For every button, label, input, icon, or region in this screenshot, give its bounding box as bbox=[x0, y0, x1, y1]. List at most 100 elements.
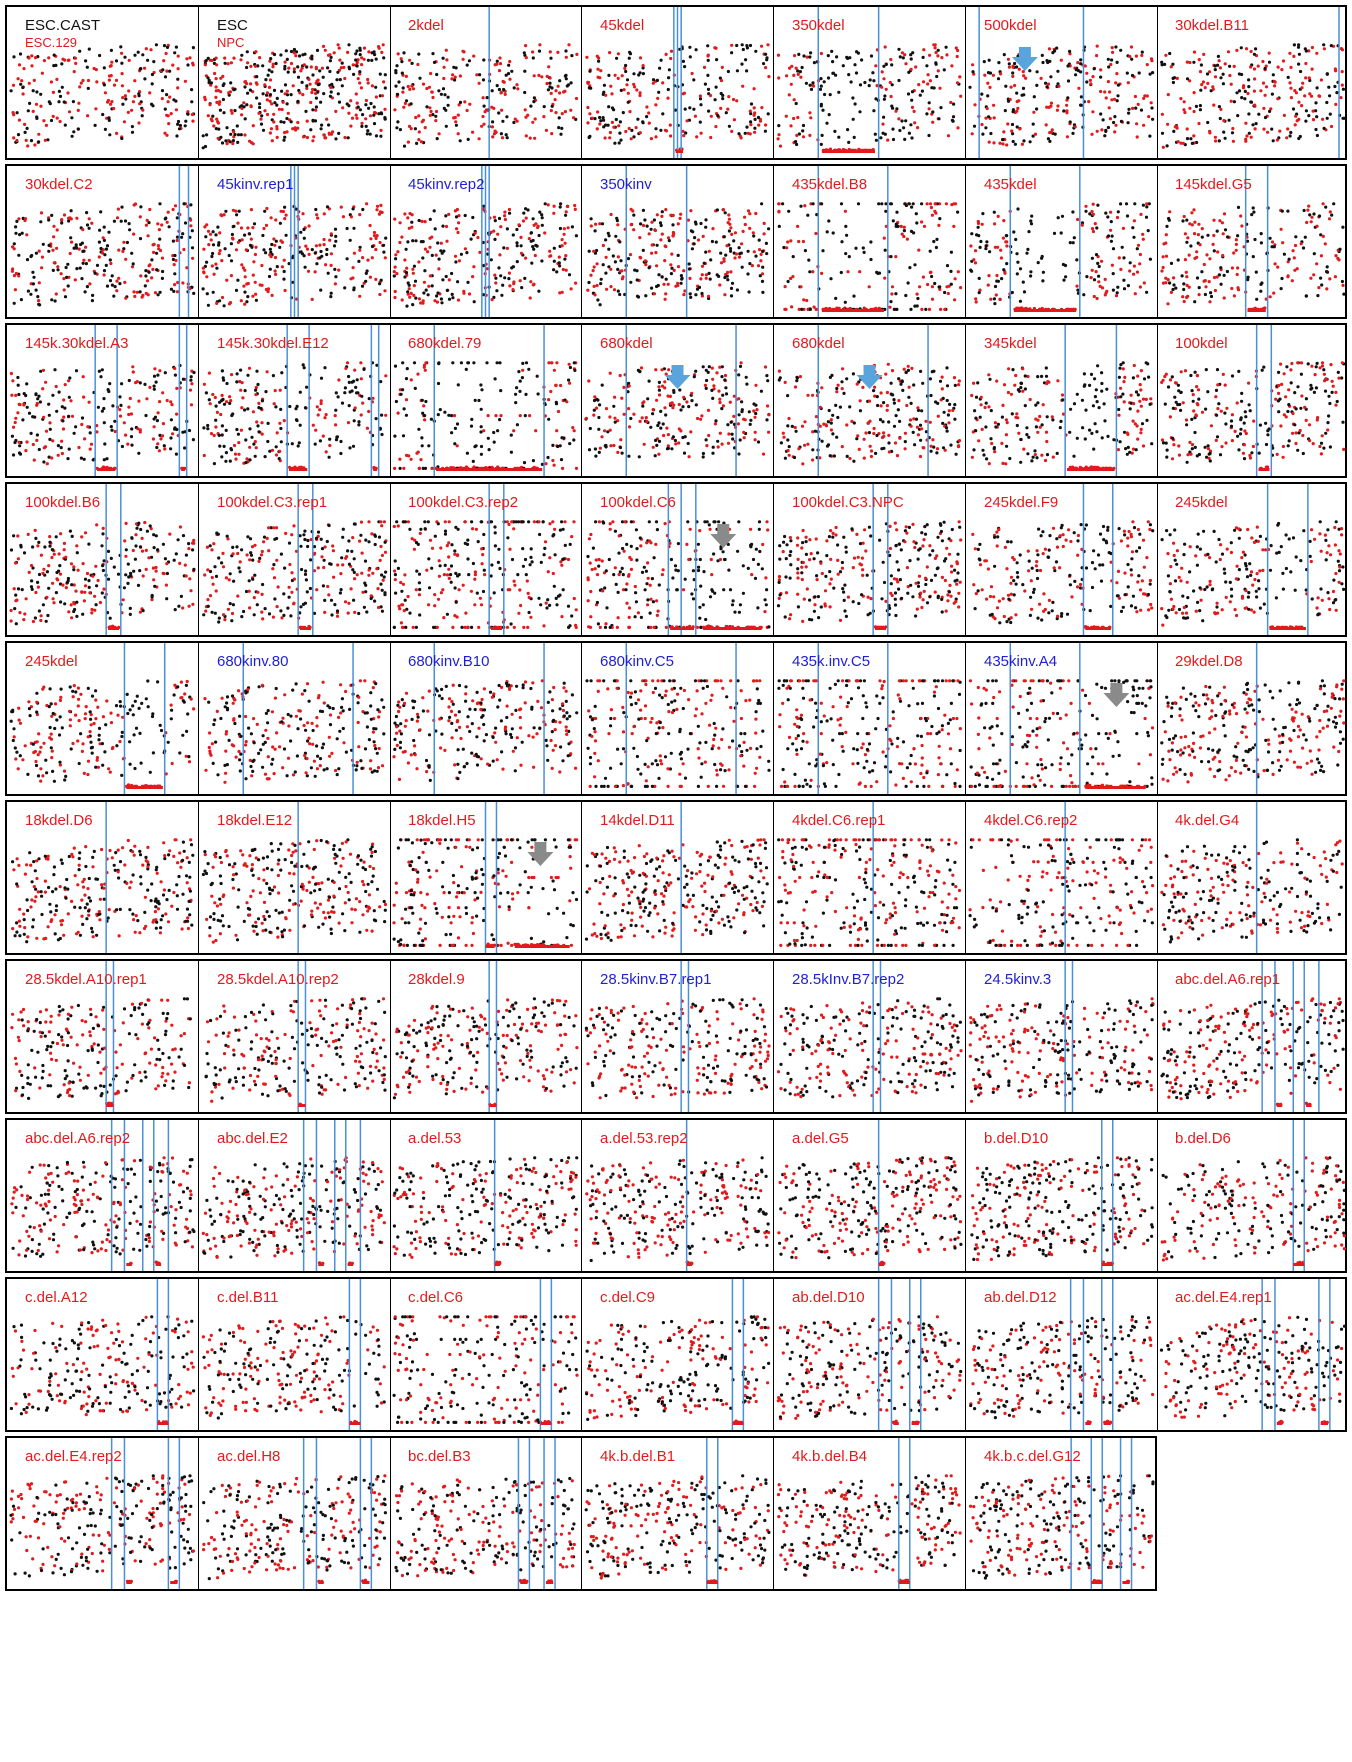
data-point bbox=[233, 132, 237, 137]
data-point bbox=[320, 254, 324, 258]
data-point bbox=[364, 98, 368, 103]
data-point bbox=[888, 80, 892, 85]
data-point bbox=[1222, 273, 1226, 277]
data-point bbox=[495, 361, 499, 365]
data-point bbox=[1122, 287, 1127, 291]
data-point bbox=[381, 43, 385, 47]
data-point bbox=[62, 415, 66, 419]
data-point bbox=[435, 72, 439, 77]
data-point bbox=[220, 393, 224, 397]
data-point bbox=[243, 133, 247, 137]
data-point bbox=[760, 272, 765, 276]
data-point bbox=[16, 383, 20, 387]
data-point bbox=[586, 288, 590, 292]
data-point bbox=[1062, 278, 1066, 282]
data-point bbox=[67, 219, 71, 223]
data-point bbox=[217, 252, 221, 256]
data-point bbox=[364, 124, 368, 128]
data-point bbox=[764, 52, 768, 56]
data-point bbox=[636, 295, 641, 299]
data-point bbox=[1327, 85, 1331, 89]
data-point bbox=[115, 289, 119, 293]
data-point bbox=[765, 56, 769, 60]
data-point bbox=[186, 112, 190, 116]
data-point bbox=[159, 437, 163, 441]
data-point bbox=[897, 78, 901, 83]
data-point bbox=[229, 108, 233, 113]
data-point bbox=[724, 392, 729, 396]
data-point bbox=[62, 213, 67, 217]
data-point bbox=[396, 52, 400, 56]
data-point bbox=[627, 454, 631, 458]
data-point bbox=[622, 88, 626, 92]
data-point bbox=[1092, 294, 1096, 299]
data-point bbox=[681, 129, 685, 133]
data-point bbox=[113, 419, 117, 423]
data-point bbox=[109, 425, 113, 429]
data-point bbox=[304, 109, 308, 113]
data-point bbox=[271, 62, 275, 66]
data-point bbox=[869, 54, 874, 58]
data-point bbox=[298, 390, 302, 394]
data-point bbox=[54, 384, 58, 389]
data-point bbox=[959, 94, 963, 98]
panel-title: 350kdel bbox=[792, 17, 845, 34]
data-point bbox=[729, 249, 733, 253]
data-point bbox=[239, 428, 243, 432]
data-point bbox=[1205, 253, 1209, 257]
data-point bbox=[254, 50, 258, 54]
data-point bbox=[550, 132, 554, 136]
scatter-plot bbox=[777, 166, 963, 317]
data-point bbox=[260, 263, 264, 268]
data-point bbox=[268, 93, 272, 97]
data-point bbox=[760, 279, 765, 283]
data-point bbox=[283, 130, 287, 135]
data-point bbox=[214, 56, 218, 60]
data-point bbox=[1179, 97, 1183, 101]
data-point bbox=[31, 89, 35, 93]
data-point bbox=[703, 383, 707, 387]
data-point bbox=[81, 375, 85, 379]
data-point bbox=[210, 264, 214, 268]
data-point bbox=[565, 84, 569, 88]
data-point bbox=[730, 129, 734, 133]
data-point bbox=[777, 124, 781, 128]
data-point bbox=[283, 92, 287, 96]
data-point bbox=[394, 257, 398, 261]
data-point bbox=[230, 111, 234, 115]
data-point bbox=[1068, 52, 1072, 56]
data-point bbox=[1322, 43, 1326, 47]
data-point bbox=[37, 249, 41, 253]
data-point bbox=[702, 65, 707, 69]
data-point bbox=[505, 246, 509, 250]
data-point bbox=[1018, 299, 1022, 303]
data-point bbox=[70, 240, 74, 244]
data-point bbox=[259, 117, 263, 121]
data-point bbox=[258, 56, 262, 60]
data-point bbox=[1309, 276, 1313, 280]
data-point bbox=[113, 285, 117, 289]
data-point bbox=[285, 93, 290, 97]
data-point bbox=[594, 454, 598, 458]
data-point bbox=[31, 282, 35, 286]
data-point bbox=[56, 444, 61, 448]
data-point bbox=[33, 415, 37, 419]
data-point bbox=[218, 231, 222, 235]
data-point bbox=[120, 84, 124, 88]
data-point bbox=[314, 67, 318, 71]
data-point bbox=[1144, 215, 1149, 219]
data-point bbox=[1116, 285, 1120, 289]
data-point bbox=[341, 215, 345, 219]
data-point bbox=[315, 48, 320, 53]
data-point bbox=[567, 43, 571, 47]
data-point bbox=[500, 108, 504, 112]
data-point bbox=[417, 52, 421, 56]
data-point bbox=[668, 123, 672, 127]
data-point bbox=[903, 53, 907, 57]
data-point bbox=[67, 447, 71, 451]
data-point bbox=[175, 412, 179, 416]
data-point bbox=[366, 129, 370, 133]
data-point bbox=[746, 272, 750, 276]
data-point bbox=[51, 439, 55, 443]
data-point bbox=[730, 43, 734, 47]
